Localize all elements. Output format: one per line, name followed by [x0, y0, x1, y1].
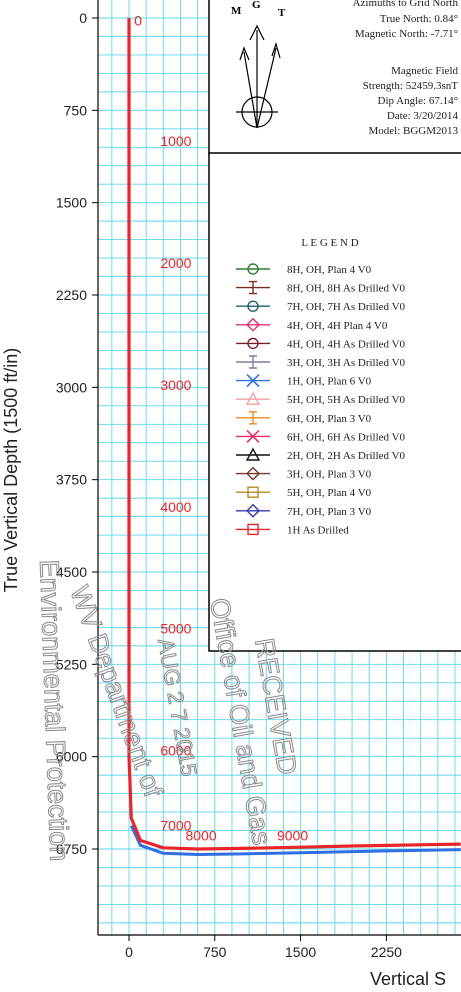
- md-label: 1000: [160, 133, 191, 149]
- legend-label: 2H, OH, 2H As Drilled V0: [287, 450, 406, 462]
- well-path-line: [129, 824, 461, 856]
- legend-marker-x: [246, 429, 260, 443]
- md-label: 0: [134, 12, 142, 28]
- north-reference-box: Azimuths to Grid North True North: 0.84°…: [208, 0, 461, 155]
- md-label: 9000: [277, 827, 308, 843]
- legend-item: 7H, OH, Plan 3 V0: [236, 503, 372, 518]
- axis-tick-labels: 0 750 1500 2250 3000 3750 4500 5250 6000 6750 0 750…: [56, 10, 402, 960]
- legend-item: 6H, OH, 6H As Drilled V0: [236, 429, 406, 443]
- legend-marker-square: [247, 523, 259, 536]
- md-label: 7000: [160, 818, 191, 834]
- north-box-header: Azimuths to Grid North: [353, 0, 459, 9]
- y-tick-label: 0: [79, 10, 87, 26]
- well-paths: [127, 18, 461, 856]
- dip-angle: Dip Angle: 67.14°: [378, 95, 458, 107]
- legend-label: 3H, OH, Plan 3 V0: [287, 469, 372, 481]
- field-date: Date: 3/20/2014: [387, 110, 459, 122]
- md-label: 4000: [160, 499, 191, 515]
- plot-axes: [97, 0, 461, 936]
- legend-marker-triangle: [245, 391, 261, 405]
- legend-label: 8H, OH, 8H As Drilled V0: [287, 283, 406, 295]
- legend-label: 3H, OH, 3H As Drilled V0: [287, 357, 406, 369]
- north-arrow-icon: [236, 24, 281, 129]
- legend-box: L E G E N D 8H, OH, Plan 4 V0 8H, OH, 8H …: [208, 152, 461, 652]
- legend-marker-circle: [247, 263, 259, 275]
- legend-label: 7H, OH, Plan 3 V0: [287, 506, 372, 518]
- md-label: 6000: [160, 743, 191, 759]
- stamp-env: Environmental Protection: [34, 559, 75, 862]
- legend-label: 1H As Drilled: [287, 524, 349, 536]
- md-label: 2000: [160, 255, 191, 271]
- y-tick-label: 5250: [56, 656, 87, 672]
- y-tick-label: 6750: [56, 841, 87, 857]
- field-model: Model: BGGM2013: [368, 125, 458, 137]
- field-strength: Strength: 52459.3snT: [363, 80, 459, 92]
- magnetic-north-value: Magnetic North: -7.71°: [355, 28, 458, 40]
- legend-item: 3H, OH, Plan 3 V0: [236, 466, 372, 481]
- stamp-dept: WV Department of: [64, 582, 168, 801]
- legend-label: 4H, OH, 4H Plan 4 V0: [287, 320, 388, 332]
- legend-marker-diamond: [246, 317, 260, 332]
- legend-item: 8H, OH, 8H As Drilled V0: [236, 280, 406, 295]
- legend-marker-diamond: [246, 503, 260, 518]
- y-axis-label: True Vertical Depth (1500 ft/in): [1, 348, 21, 592]
- legend-item: 2H, OH, 2H As Drilled V0: [236, 447, 406, 462]
- x-tick-label: 1500: [285, 944, 316, 960]
- x-axis-label: Vertical S: [370, 969, 446, 989]
- y-tick-label: 3000: [56, 379, 87, 395]
- y-tick-label: 4500: [56, 564, 87, 580]
- legend-item: 3H, OH, 3H As Drilled V0: [236, 355, 406, 369]
- md-label: 3000: [160, 377, 191, 393]
- legend-item: 4H, OH, 4H Plan 4 V0: [236, 317, 388, 332]
- true-north-value: True North: 0.84°: [380, 13, 458, 25]
- legend-label: 7H, OH, 7H As Drilled V0: [287, 301, 406, 313]
- x-tick-label: 2250: [371, 944, 402, 960]
- md-label: 8000: [185, 827, 216, 843]
- legend-label: 1H, OH, Plan 6 V0: [287, 376, 372, 388]
- legend-marker-circle: [247, 300, 259, 312]
- legend-title: L E G E N D: [301, 237, 358, 249]
- true-letter: T: [278, 7, 286, 19]
- x-tick-label: 750: [203, 944, 227, 960]
- legend-label: 5H, OH, 5H As Drilled V0: [287, 394, 406, 406]
- y-tick-label: 1500: [56, 195, 87, 211]
- legend-marker-square: [247, 486, 259, 498]
- y-tick-label: 750: [64, 102, 88, 118]
- legend-items: 8H, OH, Plan 4 V0 8H, OH, 8H As Drilled V…: [236, 263, 406, 536]
- legend-item: 1H As Drilled: [236, 523, 349, 536]
- legend-item: 8H, OH, Plan 4 V0: [236, 263, 372, 276]
- grid-letter: G: [252, 0, 261, 11]
- legend-label: 4H, OH, 4H As Drilled V0: [287, 338, 406, 350]
- y-tick-label: 6000: [56, 749, 87, 765]
- legend-label: 6H, OH, 6H As Drilled V0: [287, 431, 406, 443]
- legend-marker-x: [246, 374, 260, 388]
- legend-marker-triangle: [245, 447, 261, 461]
- legend-marker-tick: [249, 280, 257, 295]
- legend-item: 4H, OH, 4H As Drilled V0: [236, 337, 406, 350]
- legend-item: 5H, OH, Plan 4 V0: [236, 486, 372, 499]
- y-tick-label: 2250: [56, 287, 87, 303]
- md-label: 5000: [160, 621, 191, 637]
- legend-item: 1H, OH, Plan 6 V0: [236, 374, 372, 388]
- legend-marker-circle: [247, 337, 259, 350]
- y-tick-label: 3750: [56, 472, 87, 488]
- legend-label: 5H, OH, Plan 4 V0: [287, 487, 372, 499]
- legend-item: 5H, OH, 5H As Drilled V0: [236, 391, 406, 406]
- legend-label: 8H, OH, Plan 4 V0: [287, 264, 372, 276]
- magnetic-letter: M: [231, 5, 242, 17]
- legend-item: 6H, OH, Plan 3 V0: [236, 411, 372, 425]
- legend-item: 7H, OH, 7H As Drilled V0: [236, 300, 406, 313]
- legend-marker-tick: [249, 411, 257, 425]
- well-path-line: [127, 18, 461, 851]
- legend-marker-diamond: [246, 466, 260, 481]
- magnetic-field-title: Magnetic Field: [391, 65, 458, 77]
- legend-marker-tick: [249, 355, 257, 369]
- legend-label: 6H, OH, Plan 3 V0: [287, 413, 372, 425]
- x-tick-label: 0: [125, 944, 133, 960]
